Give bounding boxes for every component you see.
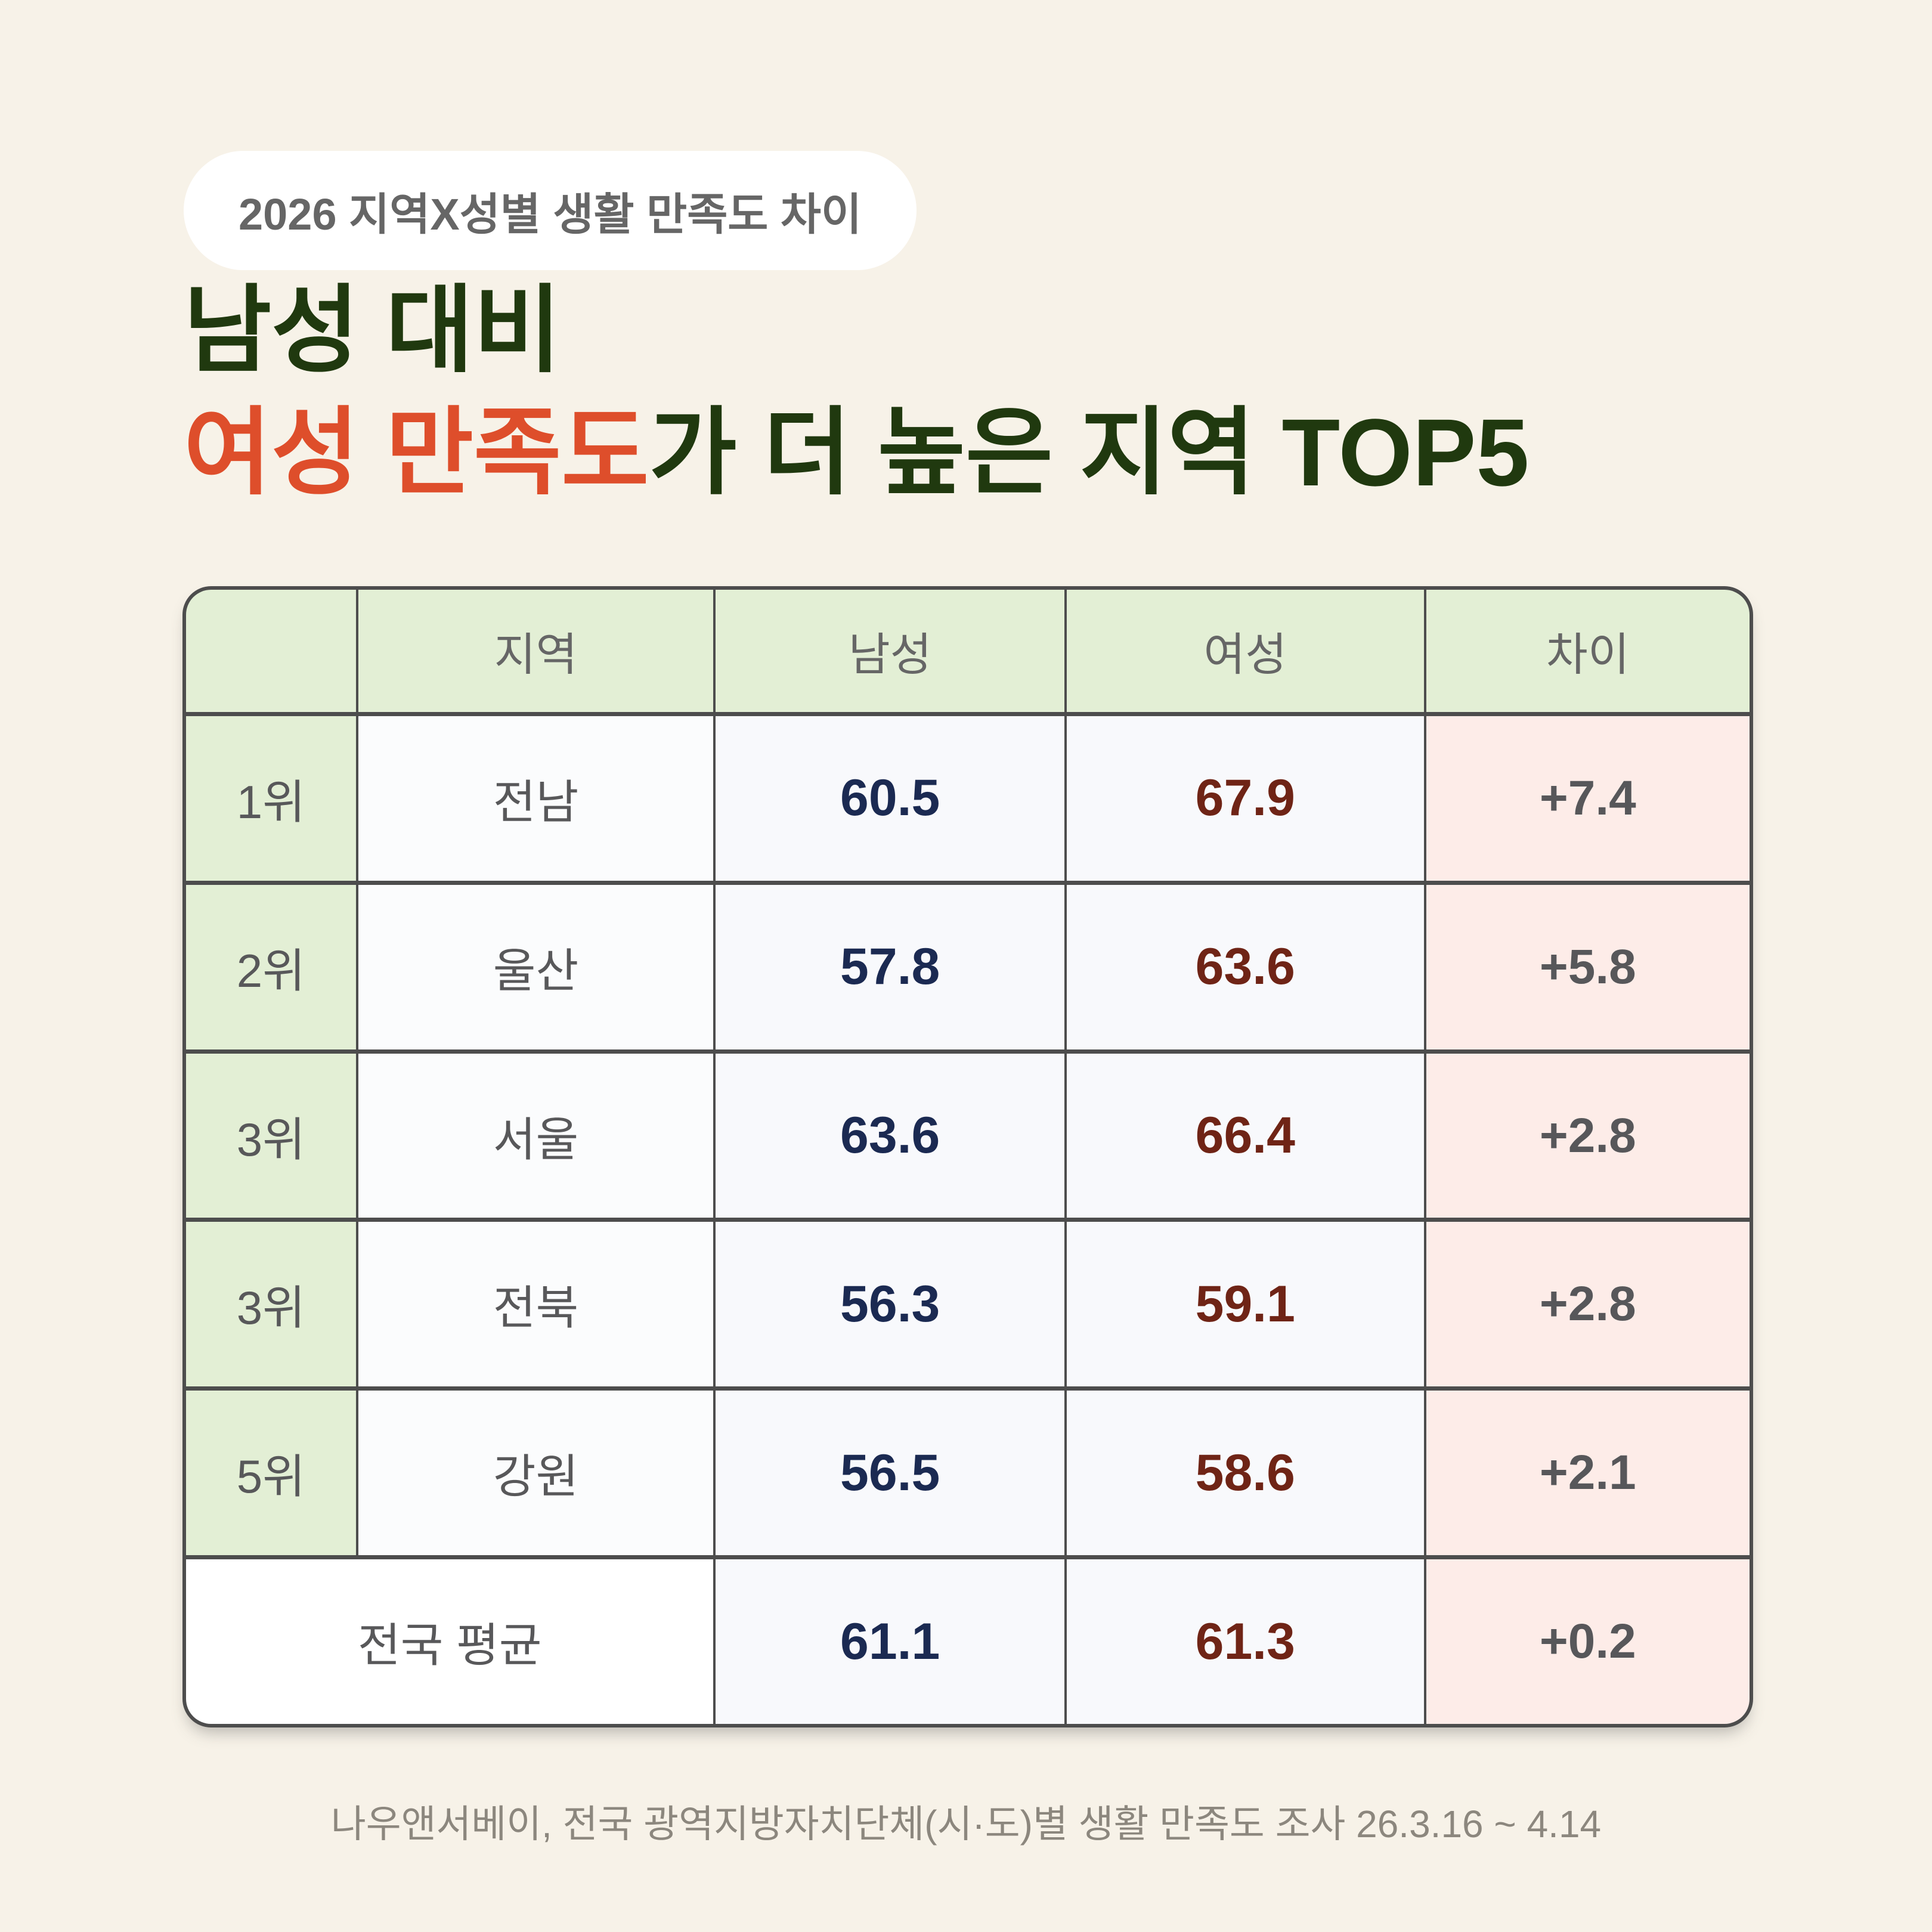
title-highlight: 여성 만족도 <box>184 398 649 506</box>
diff-value: +7.4 <box>1426 716 1750 881</box>
female-value: 63.6 <box>1066 884 1424 1049</box>
diff-value: +2.1 <box>1426 1391 1750 1556</box>
diff-value: +5.8 <box>1426 884 1750 1049</box>
average-male-value: 61.1 <box>716 1559 1064 1724</box>
average-female-value: 61.3 <box>1066 1559 1424 1724</box>
female-value: 59.1 <box>1066 1222 1424 1387</box>
diff-value: +2.8 <box>1426 1222 1750 1387</box>
region-cell: 전북 <box>358 1222 714 1387</box>
header-rank <box>186 590 356 712</box>
satisfaction-table: 지역 남성 여성 차이 1위 전남 60.5 67.9 +7.4 2위 울산 5… <box>182 586 1753 1727</box>
male-value: 57.8 <box>716 884 1064 1049</box>
region-cell: 서울 <box>358 1053 714 1218</box>
title-rest: 가 더 높은 지역 TOP5 <box>649 398 1530 506</box>
diff-value: +2.8 <box>1426 1053 1750 1218</box>
rank-cell: 1위 <box>186 716 356 881</box>
rank-cell: 2위 <box>186 884 356 1049</box>
male-value: 60.5 <box>716 716 1064 881</box>
male-value: 56.5 <box>716 1391 1064 1556</box>
female-value: 58.6 <box>1066 1391 1424 1556</box>
region-cell: 강원 <box>358 1391 714 1556</box>
male-value: 56.3 <box>716 1222 1064 1387</box>
header-female: 여성 <box>1066 590 1424 712</box>
topic-badge-label: 2026 지역X성별 생활 만족도 차이 <box>239 189 862 239</box>
rank-cell: 3위 <box>186 1053 356 1218</box>
female-value: 67.9 <box>1066 716 1424 881</box>
rank-cell: 3위 <box>186 1222 356 1387</box>
topic-badge: 2026 지역X성별 생활 만족도 차이 <box>184 151 917 270</box>
title-line-1: 남성 대비 <box>184 277 562 383</box>
source-note: 나우앤서베이, 전국 광역지방자치단체(시·도)별 생활 만족도 조사 26.3… <box>330 1803 1602 1846</box>
title-line-2: 여성 만족도가 더 높은 지역 TOP5 <box>184 392 1529 514</box>
header-male: 남성 <box>716 590 1064 712</box>
average-label: 전국 평균 <box>186 1559 714 1724</box>
region-cell: 전남 <box>358 716 714 881</box>
region-cell: 울산 <box>358 884 714 1049</box>
page-title: 남성 대비 여성 만족도가 더 높은 지역 TOP5 <box>184 270 1529 514</box>
rank-cell: 5위 <box>186 1391 356 1556</box>
average-diff-value: +0.2 <box>1426 1559 1750 1724</box>
header-region: 지역 <box>358 590 714 712</box>
header-diff: 차이 <box>1426 590 1750 712</box>
male-value: 63.6 <box>716 1053 1064 1218</box>
female-value: 66.4 <box>1066 1053 1424 1218</box>
